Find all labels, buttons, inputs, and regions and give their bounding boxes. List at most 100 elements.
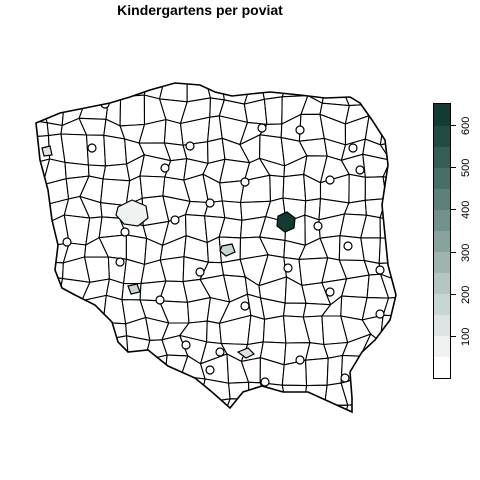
poviat-region [243,98,268,126]
poviat-region [321,83,351,107]
poviat-region [404,274,427,305]
poviat-region [258,395,285,412]
poviat-region [39,83,66,106]
poviat-region [121,395,149,412]
poviat-region [348,173,366,204]
poviat-region [368,101,389,117]
poviat-region [319,423,342,442]
poviat-region [36,223,50,247]
poviat-region [202,417,225,442]
poviat-region [87,354,111,376]
poviat-region [280,416,309,441]
poviat-region [281,359,308,387]
poviat-region [401,78,423,98]
poviat-region [281,395,306,412]
poviat-region [269,174,285,203]
poviat-region [145,395,170,412]
poviat-region [102,163,131,182]
poviat-region [404,255,428,284]
poviat-region [102,415,123,439]
poviat-region [99,178,131,207]
poviat-region [81,394,110,412]
poviat-region [379,314,396,347]
poviat-region [402,94,423,120]
poviat-region [199,398,231,412]
poviat-region [41,293,70,327]
highlighted-poviat [219,243,236,257]
poviat-region [36,182,45,206]
city-poviat-region [240,177,250,187]
city-poviat-region [155,295,165,305]
city-poviat-region [240,301,250,311]
poviat-region [145,420,170,445]
legend-color-band [434,335,450,358]
poviat-region [104,398,130,412]
map-title: Kindergartens per poviat [117,2,283,18]
poviat-region [25,418,51,443]
poviat-region [105,83,124,103]
poviat-region [123,359,147,383]
poviat-region [158,83,188,103]
city-poviat-region [62,237,72,247]
poviat-region [406,335,422,366]
legend-tick-mark [451,251,456,253]
poviat-region [123,374,147,400]
poviat-region [162,421,187,441]
poviat-region [400,239,428,262]
poviat-region [407,316,422,346]
poviat-region [121,415,148,445]
poviat-region [88,339,105,366]
poviat-region [36,259,51,285]
poviat-region [63,83,88,100]
legend-tick-label: 500 [460,158,472,178]
highlighted-poviat [115,199,149,227]
poviat-region [378,237,396,264]
poviat-region [145,381,170,399]
poviat-region [384,83,396,103]
poviat-region [401,376,429,394]
poviat-region [304,416,324,441]
poviat-region [59,355,92,377]
city-poviat-region [215,347,225,357]
poviat-region [36,378,48,404]
poviat-region [282,302,307,318]
poviat-region [406,354,422,381]
legend-tick-label: 200 [460,285,472,304]
legend-tick-label: 600 [460,116,472,136]
poviat-region [46,355,63,386]
poviat-region [36,396,52,412]
highlighted-poviat [276,211,296,233]
poviat-region [161,396,189,412]
legend-color-band [434,251,450,274]
poviat-region [144,354,168,386]
poviat-region [262,315,287,344]
poviat-region [59,394,89,412]
poviat-region [36,233,51,263]
city-poviat-region [375,265,385,275]
poviat-region [384,93,396,121]
poviat-region [400,196,431,225]
legend-color-band [434,230,450,253]
highlighted-poviat [236,347,256,359]
poviat-region [50,418,65,438]
poviat-region [60,133,89,166]
poviat-region [60,418,82,445]
poviat-region [36,313,44,342]
poviat-region [358,395,392,412]
legend-tick-mark [451,335,456,337]
poviat-region [36,339,48,366]
city-poviat-region [343,241,353,251]
legend-tick-mark [451,209,456,211]
poviat-region [245,396,268,412]
poviat-region [246,314,266,346]
poviat-region [305,357,329,387]
city-poviat-region [313,221,323,231]
poviat-region [59,315,90,347]
poviat-region [385,377,396,397]
poviat-region [42,339,61,366]
poviat-region [358,355,387,379]
poviat-region [49,261,64,280]
poviat-region [60,374,92,404]
poviat-region [402,118,430,142]
